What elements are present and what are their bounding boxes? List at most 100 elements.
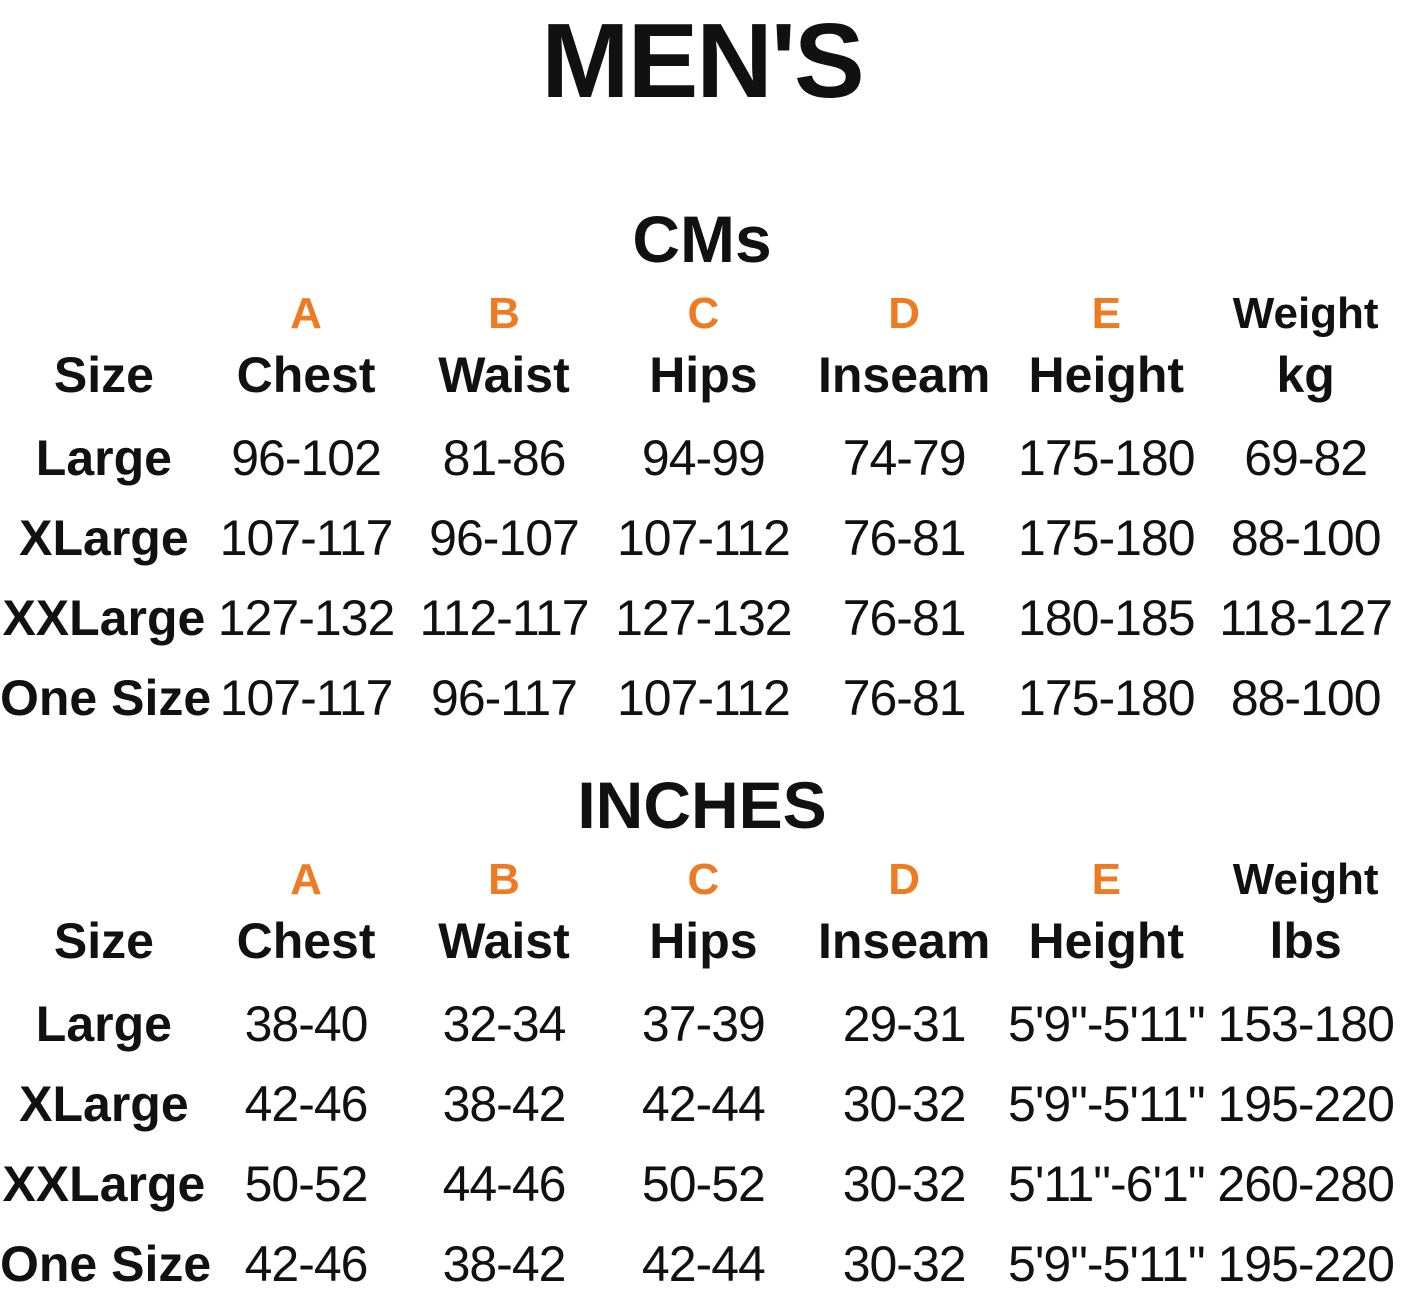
measurement-value: 107-112 — [616, 509, 791, 566]
measurement-value: 88-100 — [1230, 509, 1382, 566]
column-header: Size — [53, 346, 154, 403]
measurement-value: 107-117 — [219, 509, 394, 566]
column-header: Inseam — [817, 346, 991, 403]
measurement-value: 38-40 — [244, 995, 369, 1052]
measurement-value: 42-44 — [641, 1235, 766, 1292]
measurement-value: 81-86 — [442, 429, 567, 486]
measurement-value: 76-81 — [842, 589, 967, 646]
inches-header-row: Size Chest Waist Hips Inseam Height lbs — [0, 912, 1404, 970]
measurement-value: 153-180 — [1217, 995, 1394, 1052]
measurement-value: 260-280 — [1217, 1155, 1394, 1212]
measurement-value: 30-32 — [842, 1155, 967, 1212]
measurement-value: 96-117 — [431, 669, 578, 726]
table-row: Large 96-102 81-86 94-99 74-79 175-180 69-82 — [0, 418, 1404, 498]
measurement-value: 118-127 — [1219, 589, 1393, 646]
weight-label: Weight — [1232, 854, 1379, 904]
measurement-value: 195-220 — [1217, 1075, 1394, 1132]
measurement-value: 175-180 — [1018, 429, 1196, 486]
size-label: One Size — [0, 1235, 212, 1292]
cm-letter-row: A B C D E Weight — [0, 288, 1404, 340]
measurement-value: 96-102 — [231, 429, 382, 486]
measurement-value: 5'9"-5'11" — [1008, 1235, 1206, 1292]
measurement-value: 30-32 — [842, 1075, 967, 1132]
measurement-value: 37-39 — [641, 995, 766, 1052]
table-row: One Size 42-46 38-42 42-44 30-32 5'9"-5'11" 19… — [0, 1224, 1404, 1292]
measurement-value: 50-52 — [641, 1155, 766, 1212]
size-label: XLarge — [19, 1075, 189, 1132]
size-label: XXLarge — [2, 1155, 206, 1212]
measurement-value: 96-107 — [429, 509, 580, 566]
column-header: kg — [1276, 346, 1335, 403]
column-header: Inseam — [817, 912, 991, 969]
column-letter: B — [488, 288, 520, 338]
measurement-value: 38-42 — [442, 1075, 567, 1132]
measurement-value: 127-132 — [217, 589, 395, 646]
measurement-value: 107-112 — [616, 669, 791, 726]
column-header: Height — [1028, 346, 1185, 403]
size-label: One Size — [0, 669, 212, 726]
measurement-value: 74-79 — [842, 429, 967, 486]
column-letter: D — [888, 854, 921, 904]
measurement-value: 44-46 — [442, 1155, 567, 1212]
measurement-value: 50-52 — [244, 1155, 369, 1212]
column-letter: A — [290, 854, 322, 904]
column-header: Waist — [438, 346, 570, 403]
size-label: Large — [35, 995, 172, 1052]
column-header: Hips — [649, 912, 758, 969]
column-letter: A — [290, 288, 322, 338]
column-header: lbs — [1269, 912, 1342, 969]
column-letter: E — [1091, 288, 1121, 338]
column-header: Waist — [438, 912, 570, 969]
table-row: XLarge 107-117 96-107 107-112 76-81 175-180 88… — [0, 498, 1404, 578]
measurement-value: 76-81 — [842, 509, 967, 566]
column-header: Size — [53, 912, 154, 969]
measurement-value: 38-42 — [442, 1235, 567, 1292]
measurement-value: 69-82 — [1244, 429, 1368, 486]
measurement-value: 88-100 — [1230, 669, 1382, 726]
size-label: XXLarge — [2, 589, 206, 646]
table-row: XXLarge 50-52 44-46 50-52 30-32 5'11"-6'1" 260… — [0, 1144, 1404, 1224]
measurement-value: 32-34 — [442, 995, 567, 1052]
measurement-value: 112-117 — [419, 589, 589, 646]
measurement-value: 127-132 — [615, 589, 793, 646]
measurement-value: 175-180 — [1018, 669, 1196, 726]
measurement-value: 5'11"-6'1" — [1008, 1155, 1206, 1212]
measurement-value: 107-117 — [219, 669, 394, 726]
inches-table-title: INCHES — [577, 768, 827, 842]
cm-table-title: CMs — [632, 202, 772, 276]
inches-table-section: INCHES A B C D E Weight Size Chest Waist Hips Ins… — [0, 772, 1404, 1292]
column-header: Height — [1028, 912, 1185, 969]
measurement-value: 42-46 — [244, 1235, 369, 1292]
table-row: XXLarge 127-132 112-117 127-132 76-81 180-185… — [0, 578, 1404, 658]
measurement-value: 175-180 — [1018, 509, 1196, 566]
measurement-value: 42-44 — [641, 1075, 766, 1132]
column-header: Hips — [649, 346, 758, 403]
cm-table-section: CMs A B C D E Weight Size Chest Waist Hips Inseam… — [0, 206, 1404, 738]
weight-label: Weight — [1232, 288, 1379, 338]
inches-letter-row: A B C D E Weight — [0, 854, 1404, 906]
column-letter: B — [488, 854, 520, 904]
column-letter: C — [687, 288, 720, 338]
table-row: Large 38-40 32-34 37-39 29-31 5'9"-5'11" 153-1… — [0, 984, 1404, 1064]
cm-table-body: Large 96-102 81-86 94-99 74-79 175-180 69-82 XL… — [0, 418, 1404, 738]
table-row: One Size 107-117 96-117 107-112 76-81 175-180… — [0, 658, 1404, 738]
table-row: XLarge 42-46 38-42 42-44 30-32 5'9"-5'11" 195-… — [0, 1064, 1404, 1144]
measurement-value: 5'9"-5'11" — [1008, 995, 1206, 1052]
column-letter: D — [888, 288, 921, 338]
column-letter: E — [1091, 854, 1121, 904]
measurement-value: 195-220 — [1217, 1235, 1394, 1292]
measurement-value: 76-81 — [842, 669, 967, 726]
column-header: Chest — [236, 912, 376, 969]
column-header: Chest — [236, 346, 376, 403]
measurement-value: 180-185 — [1018, 589, 1196, 646]
measurement-value: 30-32 — [842, 1235, 967, 1292]
measurement-value: 94-99 — [641, 429, 766, 486]
size-label: Large — [35, 429, 172, 486]
column-letter: C — [687, 854, 720, 904]
cm-header-row: Size Chest Waist Hips Inseam Height kg — [0, 346, 1404, 404]
measurement-value: 29-31 — [842, 995, 967, 1052]
measurement-value: 5'9"-5'11" — [1008, 1075, 1206, 1132]
size-label: XLarge — [19, 509, 189, 566]
measurement-value: 42-46 — [244, 1075, 369, 1132]
